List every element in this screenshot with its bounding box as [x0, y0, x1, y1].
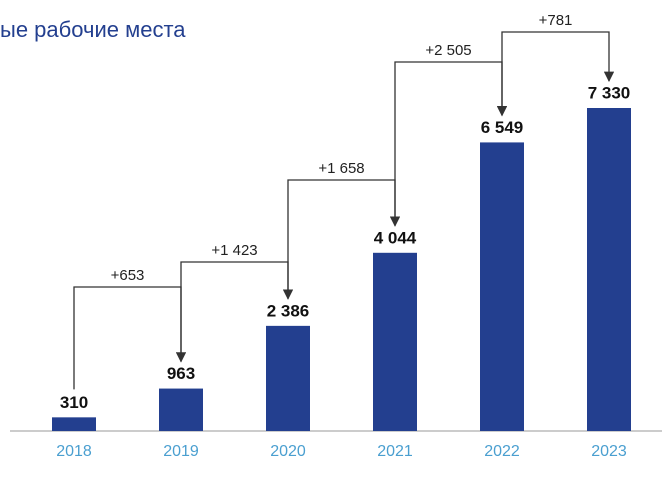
- x-tick-label: 2023: [591, 443, 627, 460]
- bar: [587, 108, 631, 431]
- bar: [480, 142, 524, 431]
- x-tick-label: 2019: [163, 443, 199, 460]
- value-label: 963: [167, 364, 195, 383]
- x-tick-label: 2022: [484, 443, 520, 460]
- delta-label: +653: [111, 267, 145, 284]
- value-label: 4 044: [374, 228, 417, 247]
- delta-arrow: [73, 286, 187, 390]
- value-label: 7 330: [588, 83, 631, 102]
- x-tick-label: 2021: [377, 443, 413, 460]
- value-label: 2 386: [267, 301, 310, 320]
- bar: [159, 388, 203, 431]
- value-label: 310: [60, 393, 88, 412]
- bar: [266, 325, 310, 431]
- chart-title: ые рабочие места: [0, 17, 186, 42]
- bar: [373, 252, 417, 431]
- delta-label: +781: [539, 12, 573, 29]
- delta-label: +2 505: [425, 42, 471, 59]
- x-tick-label: 2020: [270, 443, 306, 460]
- x-tick-label: 2018: [56, 443, 92, 460]
- value-label: 6 549: [481, 118, 524, 137]
- delta-label: +1 423: [211, 242, 257, 259]
- delta-label: +1 658: [318, 160, 364, 177]
- bar: [52, 417, 96, 431]
- delta-arrow: [501, 31, 615, 115]
